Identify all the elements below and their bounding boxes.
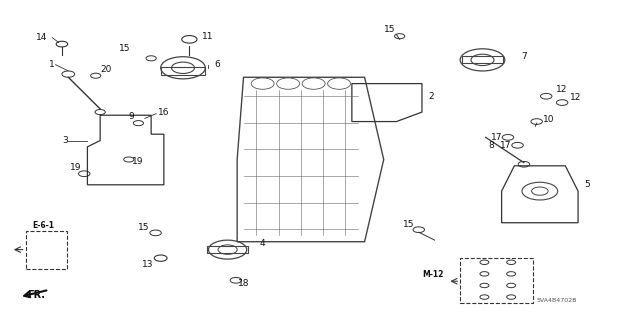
Text: 3: 3 bbox=[62, 136, 68, 145]
Text: 17: 17 bbox=[491, 133, 502, 142]
Text: M-12: M-12 bbox=[422, 271, 444, 279]
Text: 20: 20 bbox=[100, 65, 111, 74]
Text: 15: 15 bbox=[138, 223, 150, 232]
Text: 15: 15 bbox=[403, 220, 414, 229]
Bar bbox=[161, 67, 205, 75]
Text: 9: 9 bbox=[129, 112, 134, 121]
Text: 19: 19 bbox=[132, 157, 143, 166]
Text: 5VA4B4702B: 5VA4B4702B bbox=[537, 298, 577, 303]
Text: 14: 14 bbox=[36, 33, 48, 42]
Bar bbox=[462, 56, 503, 63]
Text: 16: 16 bbox=[157, 108, 169, 116]
Text: 7: 7 bbox=[521, 52, 527, 61]
Text: 15: 15 bbox=[119, 44, 131, 53]
Text: E-6-1: E-6-1 bbox=[32, 221, 54, 230]
Text: 12: 12 bbox=[556, 85, 567, 94]
Text: 6: 6 bbox=[215, 60, 221, 69]
Text: 5: 5 bbox=[584, 180, 590, 189]
Text: 2: 2 bbox=[428, 92, 434, 101]
Text: 13: 13 bbox=[141, 260, 153, 269]
Bar bbox=[207, 246, 248, 253]
Text: 17: 17 bbox=[500, 141, 512, 150]
Text: 12: 12 bbox=[570, 93, 581, 102]
Text: 8: 8 bbox=[489, 141, 495, 150]
Text: 4: 4 bbox=[259, 239, 265, 248]
Text: 1: 1 bbox=[49, 60, 55, 69]
Text: 11: 11 bbox=[202, 32, 214, 41]
Text: 10: 10 bbox=[543, 115, 554, 124]
Text: 19: 19 bbox=[70, 163, 82, 172]
Text: FR.: FR. bbox=[27, 290, 45, 300]
Text: 18: 18 bbox=[239, 279, 250, 288]
Text: 15: 15 bbox=[384, 25, 396, 34]
